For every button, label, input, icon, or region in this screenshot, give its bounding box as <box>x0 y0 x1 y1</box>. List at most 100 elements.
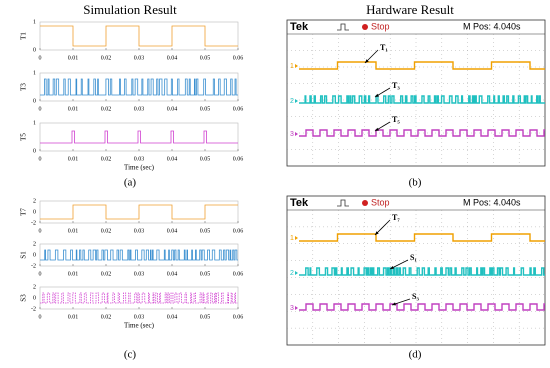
x-tick-label: 0.06 <box>233 55 244 61</box>
x-tick-label: 0.03 <box>134 55 145 61</box>
x-tick-label: 0.04 <box>167 106 178 112</box>
x-tick-label: 0.02 <box>101 106 112 112</box>
annotation: S₃ <box>412 292 419 301</box>
annotation: T₇ <box>392 213 400 222</box>
y-tick-label: 0 <box>33 209 36 215</box>
stop-dot <box>362 24 368 30</box>
x-tick-label: 0 <box>39 314 42 320</box>
scope-mpos: M Pos: 4.040s <box>463 21 521 31</box>
axes <box>39 72 239 102</box>
x-tick-label: 0.01 <box>68 106 79 112</box>
x-tick-label: 0.02 <box>101 55 112 61</box>
channel-arrow <box>295 271 298 275</box>
panel-label: (c) <box>124 349 137 361</box>
scope-brand: Tek <box>290 197 309 209</box>
x-tick-label: 0.03 <box>134 314 145 320</box>
y-tick-label: 1 <box>33 19 36 25</box>
y-tick-label: 0 <box>33 148 36 154</box>
x-tick-label: 0 <box>39 106 42 112</box>
y-tick-label: 2 <box>33 241 36 247</box>
annotation: T₃ <box>392 81 400 90</box>
y-label: S1 <box>20 251 28 259</box>
stop-dot <box>362 200 368 206</box>
arrow-head <box>390 265 394 269</box>
scope-mpos: M Pos: 4.040s <box>463 197 521 207</box>
annotation: T₁ <box>380 43 388 52</box>
x-tick-label: 0.03 <box>134 106 145 112</box>
panel-label: (b) <box>409 177 422 189</box>
waveform <box>40 78 238 96</box>
arrow-head <box>365 59 369 63</box>
x-tick-label: 0.04 <box>167 156 178 162</box>
waveform <box>40 249 238 261</box>
x-tick-label: 0.01 <box>68 228 79 234</box>
channel-arrow <box>295 99 298 103</box>
y-tick-label: -2 <box>31 306 36 312</box>
axes <box>39 243 239 267</box>
channel-marker: 1 <box>290 63 294 70</box>
panel-label: (d) <box>409 349 422 361</box>
x-tick-label: 0.03 <box>134 156 145 162</box>
panel-label: (a) <box>124 177 137 189</box>
arrow-head <box>375 231 379 235</box>
x-tick-label: 0.04 <box>167 314 178 320</box>
x-tick-label: 0.05 <box>200 314 211 320</box>
x-tick-label: 0.01 <box>68 55 79 61</box>
y-label: S3 <box>20 294 28 302</box>
y-label: T3 <box>20 83 28 91</box>
x-tick-label: 0.04 <box>167 228 178 234</box>
x-tick-label: 0.03 <box>134 228 145 234</box>
channel-marker: 2 <box>290 270 294 277</box>
y-tick-label: -2 <box>31 263 36 269</box>
arrow-head <box>392 302 396 306</box>
x-label: Time (sec) <box>124 164 155 172</box>
y-tick-label: 1 <box>33 120 36 126</box>
waveform <box>40 25 238 47</box>
x-tick-label: 0.06 <box>233 106 244 112</box>
x-tick-label: 0.06 <box>233 228 244 234</box>
header: Simulation Result <box>83 2 177 17</box>
x-tick-label: 0.02 <box>101 156 112 162</box>
channel-marker: 2 <box>290 98 294 105</box>
x-tick-label: 0.02 <box>101 271 112 277</box>
waveform <box>40 292 238 304</box>
y-tick-label: 0 <box>33 47 36 53</box>
annotation: T₅ <box>392 115 400 124</box>
y-tick-label: -2 <box>31 220 36 226</box>
y-label: T1 <box>20 32 28 40</box>
y-tick-label: 0 <box>33 98 36 104</box>
scope-brand: Tek <box>290 21 309 33</box>
x-tick-label: 0.02 <box>101 228 112 234</box>
x-tick-label: 0.01 <box>68 271 79 277</box>
waveform <box>299 267 545 276</box>
x-tick-label: 0.01 <box>68 156 79 162</box>
x-tick-label: 0.01 <box>68 314 79 320</box>
x-tick-label: 0 <box>39 156 42 162</box>
x-label: Time (sec) <box>124 322 155 330</box>
scope-status: Stop <box>371 21 390 31</box>
scope-screen <box>286 19 546 167</box>
trigger-icon <box>337 199 349 207</box>
y-tick-label: 2 <box>33 284 36 290</box>
y-label: T5 <box>20 133 28 141</box>
header: Hardware Result <box>366 2 454 17</box>
channel-arrow <box>295 132 298 136</box>
axes <box>39 122 239 152</box>
x-tick-label: 0.05 <box>200 106 211 112</box>
channel-marker: 3 <box>290 131 294 138</box>
waveform <box>40 204 238 220</box>
x-tick-label: 0.02 <box>101 314 112 320</box>
x-tick-label: 0.05 <box>200 271 211 277</box>
x-tick-label: 0.04 <box>167 55 178 61</box>
y-tick-label: 2 <box>33 198 36 204</box>
x-tick-label: 0 <box>39 55 42 61</box>
waveform <box>299 129 545 137</box>
y-tick-label: 0 <box>33 252 36 258</box>
arrow-head <box>375 93 379 97</box>
x-tick-label: 0.04 <box>167 271 178 277</box>
channel-marker: 3 <box>290 305 294 312</box>
x-tick-label: 0 <box>39 271 42 277</box>
waveform <box>299 303 545 311</box>
x-tick-label: 0.03 <box>134 271 145 277</box>
